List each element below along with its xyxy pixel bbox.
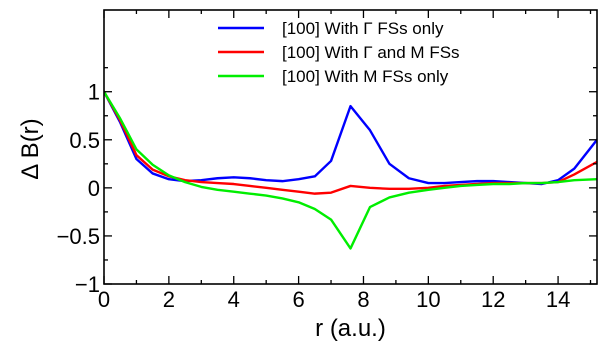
x-tick-label: 4	[228, 287, 240, 312]
x-tick-label: 14	[546, 287, 570, 312]
x-tick-label: 2	[163, 287, 175, 312]
ticks-layer: 0 2 4 6 8 10 12 14 −1 −0.5 0 0.5 1	[57, 10, 597, 312]
x-tick-label: 0	[98, 287, 110, 312]
x-axis-title: r (a.u.)	[315, 315, 386, 342]
y-axis-title: Δ B(r)	[17, 118, 44, 179]
legend-label-3: [100] With M FSs only	[282, 67, 449, 86]
legend-label-2: [100] With Γ and M FSs	[282, 43, 460, 62]
series-layer	[104, 90, 597, 250]
y-tick-label: −0.5	[57, 224, 100, 249]
x-tick-label: 12	[481, 287, 505, 312]
y-tick-label: 0	[88, 176, 100, 201]
series-line-3	[104, 90, 597, 250]
legend-label-1: [100] With Γ FSs only	[282, 19, 444, 38]
legend: [100] With Γ FSs only [100] With Γ and M …	[218, 19, 460, 86]
y-tick-label: 1	[88, 80, 100, 105]
x-tick-label: 10	[416, 287, 440, 312]
plot-frame	[103, 9, 598, 285]
x-tick-label: 8	[357, 287, 369, 312]
y-tick-label: 0.5	[69, 128, 100, 153]
y-tick-label: −1	[75, 272, 100, 297]
series-line-1	[104, 90, 597, 186]
x-tick-label: 6	[292, 287, 304, 312]
